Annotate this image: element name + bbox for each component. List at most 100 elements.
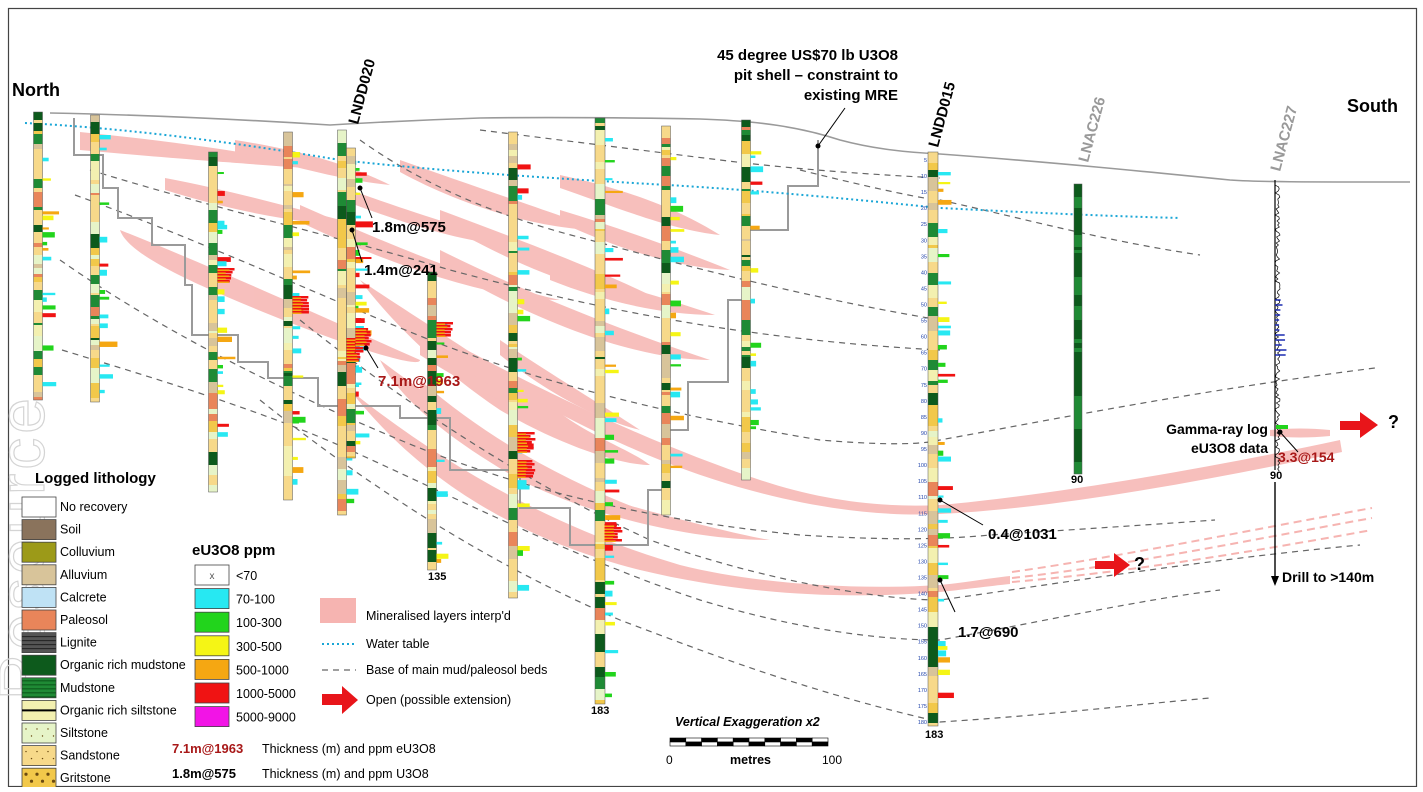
lithology-interval <box>1074 250 1082 253</box>
lithology-interval <box>33 134 43 144</box>
lithology-interval <box>33 149 43 160</box>
scale-segment <box>685 737 702 743</box>
grade-bar <box>604 539 622 542</box>
north-label: North <box>12 80 60 100</box>
lithology-interval <box>337 342 347 351</box>
lithology-interval <box>33 112 43 120</box>
depth-tick-label: 135 <box>918 575 927 581</box>
lithology-interval <box>741 452 751 459</box>
hole-outline <box>1073 183 1083 475</box>
grade-bar <box>605 544 613 551</box>
scale-segment <box>685 741 702 747</box>
lithology-interval <box>337 372 347 386</box>
lithology-interval <box>90 122 100 134</box>
lithology-interval <box>508 508 518 520</box>
grade-bar <box>605 330 614 336</box>
grade-bar <box>436 331 451 334</box>
grade-bar <box>292 297 301 299</box>
lithology-interval <box>661 166 671 176</box>
lithology-interval <box>661 378 671 383</box>
lithology-interval <box>208 414 218 421</box>
lithology-interval <box>661 147 671 150</box>
mineralised-swatch <box>320 598 356 623</box>
lithology-interval <box>661 202 671 217</box>
lithology-interval <box>595 521 605 530</box>
grade-bar <box>99 374 113 379</box>
lithology-interval <box>595 351 605 357</box>
lithology-interval <box>508 388 518 393</box>
lithology-interval <box>595 689 605 700</box>
lithology-interval <box>595 254 605 259</box>
lithology-interval <box>427 410 437 418</box>
grade-bar <box>517 389 524 392</box>
grade-bar <box>604 528 614 530</box>
grade-legend-title: eU3O8 ppm <box>192 542 275 559</box>
lithology-interval <box>928 248 938 262</box>
lithology-interval <box>508 358 518 372</box>
grade-bar <box>517 550 523 556</box>
grade-bar <box>670 229 685 232</box>
lithology-interval <box>928 245 938 248</box>
lithology-interval <box>90 326 100 338</box>
pit-shell-line3: existing MRE <box>804 87 898 104</box>
grade-bar <box>938 533 951 539</box>
lithology-interval <box>595 162 605 167</box>
scale-segment <box>701 737 718 743</box>
depth-tick-label: 100 <box>918 463 927 469</box>
grade-bar <box>355 331 371 334</box>
intercept-6: 3.3@154 <box>1278 449 1335 465</box>
lithology-interval <box>928 273 938 285</box>
grade-swatch <box>194 635 230 657</box>
grade-bar <box>605 502 613 507</box>
grade-bar <box>670 312 677 319</box>
lithology-interval <box>346 456 356 458</box>
lithology-interval <box>508 437 518 451</box>
lithology-interval <box>595 215 605 219</box>
grade-bar <box>99 236 108 243</box>
lithology-interval <box>741 403 751 412</box>
grade-bar <box>42 382 57 387</box>
lithology-interval <box>595 145 605 147</box>
grade-bar <box>217 308 225 315</box>
depth-tick-label: 60 <box>921 335 927 341</box>
lithology-interval <box>508 201 518 204</box>
lithology-interval <box>928 529 938 535</box>
scale-max: 100 <box>822 753 842 767</box>
lithology-interval <box>208 352 218 360</box>
lithology-legend-item: Organic rich mudstone <box>21 654 186 676</box>
lithology-interval <box>508 264 518 272</box>
lithology-swatch <box>21 745 57 766</box>
lithology-interval <box>741 127 751 130</box>
grade-bar <box>99 290 106 294</box>
lithology-interval <box>427 514 437 519</box>
hole-outline <box>208 151 218 493</box>
grade-bar <box>355 272 360 278</box>
lithology-interval <box>661 481 671 488</box>
lithology-interval <box>33 264 43 268</box>
lithology-interval <box>33 323 43 325</box>
lithology-interval <box>661 390 671 392</box>
depth-tick-label: 55 <box>921 319 927 325</box>
grade-bar <box>217 271 233 274</box>
grade-bar <box>292 299 308 302</box>
lithology-interval <box>427 483 437 488</box>
south-label: South <box>1347 96 1398 116</box>
lithology-interval <box>595 289 605 292</box>
depth-tick-label: 5 <box>924 158 927 164</box>
lithology-interval <box>508 163 518 168</box>
lithology-interval <box>346 363 356 372</box>
lithology-interval <box>661 500 671 515</box>
depth-tick-label: 40 <box>921 270 927 276</box>
lithology-interval <box>595 463 605 468</box>
lithology-interval <box>283 364 293 368</box>
lithology-interval <box>337 248 347 260</box>
lithology-legend-label: Lignite <box>60 636 97 650</box>
lithology-interval <box>661 413 671 424</box>
lithology-interval <box>928 627 938 640</box>
lithology-interval <box>508 344 518 347</box>
lithology-interval <box>427 294 437 298</box>
grade-bar <box>1276 425 1288 429</box>
lithology-interval <box>928 548 938 563</box>
scale-segment <box>669 737 687 743</box>
lithology-interval <box>595 438 605 451</box>
